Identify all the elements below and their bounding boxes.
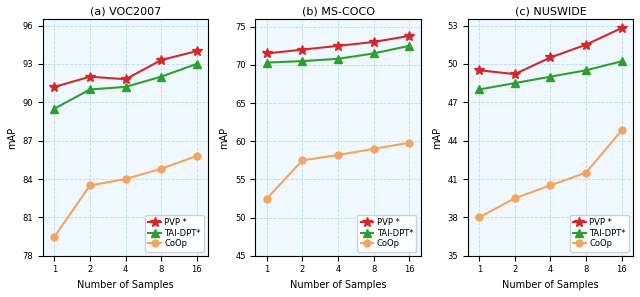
PVP * (618, 26, 625, 30)
Y-axis label: mAP: mAP (7, 127, 17, 148)
Title: (b) MS-COCO: (b) MS-COCO (301, 7, 374, 17)
Y-axis label: mAP: mAP (220, 127, 230, 148)
Line: PVP *: PVP * (49, 46, 202, 92)
TAI-DPT* (511, 81, 518, 85)
Line: TAI-DPT*: TAI-DPT* (475, 57, 626, 94)
CoOp (51, 235, 58, 238)
CoOp (476, 216, 483, 219)
CoOp (334, 153, 342, 157)
TAI-DPT* (370, 52, 378, 55)
Legend: PVP *, TAI-DPT*, CoOp: PVP *, TAI-DPT*, CoOp (570, 215, 629, 252)
TAI-DPT* (193, 62, 200, 66)
PVP * (299, 48, 307, 51)
Line: TAI-DPT*: TAI-DPT* (262, 42, 413, 67)
CoOp (263, 197, 271, 200)
CoOp (618, 129, 625, 132)
CoOp (547, 184, 554, 187)
PVP * (51, 85, 58, 89)
TAI-DPT* (547, 75, 554, 78)
TAI-DPT* (157, 75, 165, 78)
TAI-DPT* (51, 107, 58, 110)
CoOp (122, 177, 129, 181)
Y-axis label: mAP: mAP (432, 127, 442, 148)
Line: TAI-DPT*: TAI-DPT* (51, 60, 201, 113)
Line: PVP *: PVP * (474, 23, 627, 79)
PVP * (122, 78, 129, 81)
CoOp (582, 171, 590, 174)
TAI-DPT* (263, 61, 271, 64)
TAI-DPT* (334, 57, 342, 61)
CoOp (86, 184, 94, 187)
Legend: PVP *, TAI-DPT*, CoOp: PVP *, TAI-DPT*, CoOp (145, 215, 204, 252)
PVP * (334, 44, 342, 48)
X-axis label: Number of Samples: Number of Samples (77, 280, 174, 290)
CoOp (511, 196, 518, 200)
TAI-DPT* (476, 88, 483, 91)
PVP * (511, 72, 518, 76)
X-axis label: Number of Samples: Number of Samples (502, 280, 599, 290)
Title: (a) VOC2007: (a) VOC2007 (90, 7, 161, 17)
PVP * (476, 69, 483, 72)
CoOp (193, 154, 200, 158)
TAI-DPT* (86, 88, 94, 91)
Title: (c) NUSWIDE: (c) NUSWIDE (515, 7, 586, 17)
TAI-DPT* (582, 69, 590, 72)
PVP * (582, 43, 590, 46)
X-axis label: Number of Samples: Number of Samples (290, 280, 387, 290)
PVP * (157, 58, 165, 62)
PVP * (370, 40, 378, 44)
CoOp (157, 167, 165, 170)
CoOp (370, 147, 378, 151)
PVP * (193, 49, 200, 53)
PVP * (263, 52, 271, 55)
TAI-DPT* (618, 59, 625, 63)
PVP * (547, 56, 554, 59)
Line: CoOp: CoOp (51, 153, 200, 240)
TAI-DPT* (299, 59, 307, 63)
PVP * (86, 75, 94, 78)
CoOp (299, 159, 307, 162)
CoOp (405, 141, 413, 145)
Line: CoOp: CoOp (476, 127, 625, 221)
Legend: PVP *, TAI-DPT*, CoOp: PVP *, TAI-DPT*, CoOp (358, 215, 417, 252)
Line: CoOp: CoOp (264, 139, 413, 202)
TAI-DPT* (122, 85, 129, 89)
PVP * (405, 34, 413, 38)
TAI-DPT* (405, 44, 413, 48)
Line: PVP *: PVP * (262, 31, 414, 58)
